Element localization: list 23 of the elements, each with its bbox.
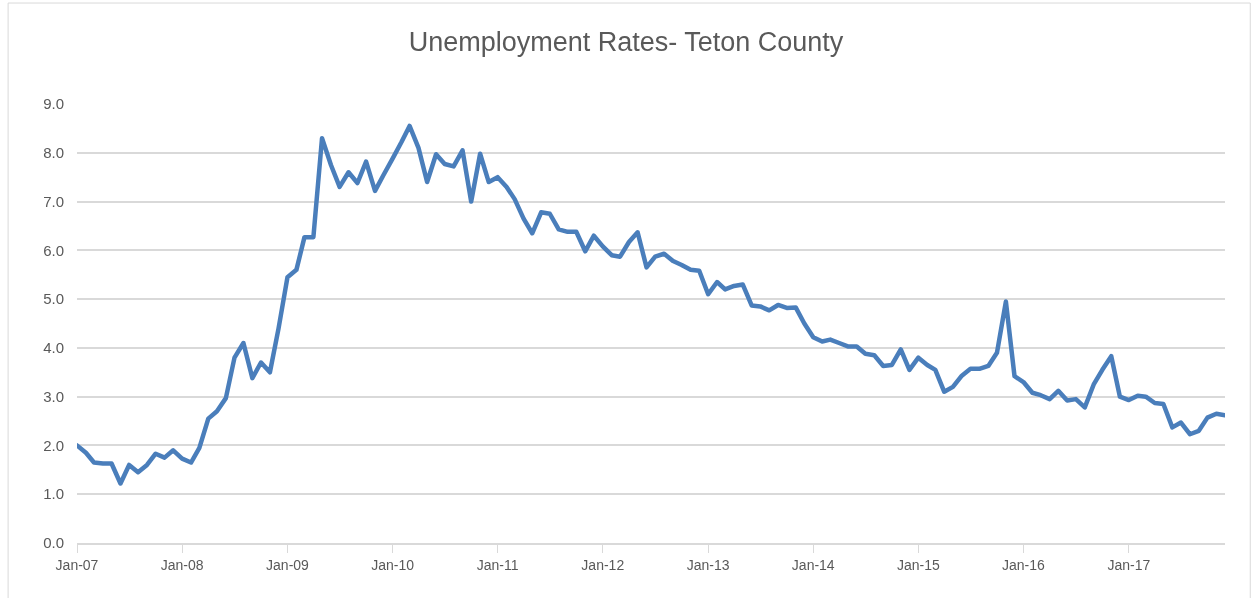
y-tick-label: 9.0 xyxy=(43,95,64,113)
x-tick-label: Jan-16 xyxy=(1002,556,1046,573)
y-tick-label: 8.0 xyxy=(43,144,64,162)
chart-title: Unemployment Rates- Teton County xyxy=(408,27,844,58)
x-tick-label: Jan-08 xyxy=(160,556,204,573)
y-tick-label: 6.0 xyxy=(43,241,64,259)
x-tick-label: Jan-17 xyxy=(1107,556,1151,573)
x-tick-label: Jan-07 xyxy=(55,556,99,573)
y-tick-label: 0.0 xyxy=(43,534,64,552)
y-tick-label: 4.0 xyxy=(43,339,64,357)
x-tick-label: Jan-14 xyxy=(791,556,835,573)
x-tick-label: Jan-12 xyxy=(581,556,625,573)
x-tick-label: Jan-11 xyxy=(476,556,519,573)
y-tick-label: 7.0 xyxy=(43,192,64,210)
x-tick-label: Jan-10 xyxy=(371,556,415,573)
x-tick-label: Jan-13 xyxy=(686,556,730,573)
line-series xyxy=(77,123,1225,486)
x-tick-label: Jan-09 xyxy=(266,556,310,573)
y-tick-label: 1.0 xyxy=(43,485,64,503)
x-tick-label: Jan-15 xyxy=(896,556,940,573)
y-tick-label: 3.0 xyxy=(43,387,64,405)
y-tick-label: 5.0 xyxy=(43,290,64,308)
y-tick-label: 2.0 xyxy=(43,436,64,454)
